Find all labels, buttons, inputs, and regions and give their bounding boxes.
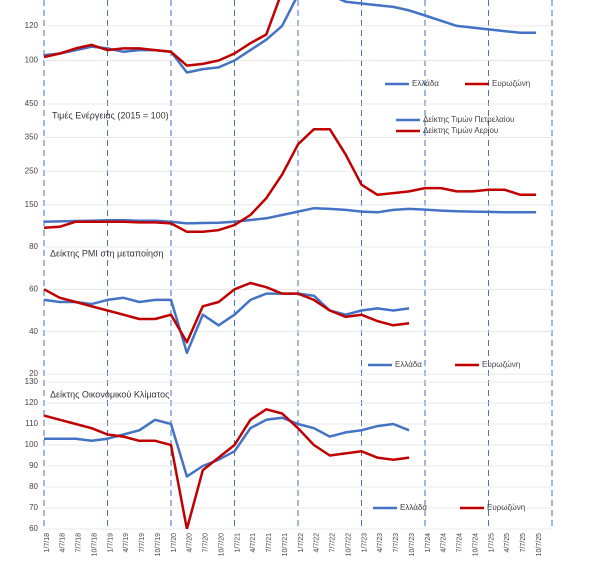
y-tick-label: 100 bbox=[25, 56, 39, 65]
x-tick-label: 1/7/24 bbox=[425, 533, 432, 553]
x-tick-label: 1/7/18 bbox=[44, 533, 51, 553]
x-tick-label: 4/7/24 bbox=[441, 533, 448, 553]
x-tick-label: 4/7/25 bbox=[504, 533, 511, 553]
x-tick-label: 1/7/22 bbox=[298, 533, 305, 553]
y-tick-label: 70 bbox=[29, 503, 38, 512]
x-tick-label: 7/7/21 bbox=[266, 533, 273, 553]
y-tick-label: 80 bbox=[29, 242, 38, 251]
x-tick-label: 10/7/21 bbox=[282, 533, 289, 556]
y-tick-label: 90 bbox=[29, 461, 38, 470]
series-line bbox=[43, 281, 410, 344]
series-line bbox=[43, 292, 410, 355]
panel-title: Δείκτης PMI στη μεταποίηση bbox=[50, 248, 164, 258]
x-tick-label: 4/7/23 bbox=[377, 533, 384, 553]
x-tick-label: 10/7/24 bbox=[472, 533, 479, 556]
legend-label: Ελλάδα bbox=[412, 79, 439, 88]
legend-label: Δείκτης Τιμών Πετρελαίου bbox=[423, 115, 514, 124]
y-tick-label: 80 bbox=[29, 482, 38, 491]
x-tick-label: 4/7/19 bbox=[123, 533, 130, 553]
y-tick-label: 60 bbox=[29, 284, 38, 293]
series-line bbox=[43, 0, 281, 67]
y-tick-label: 120 bbox=[25, 398, 39, 407]
y-tick-label: 60 bbox=[29, 524, 38, 533]
x-tick-label: 4/7/18 bbox=[60, 533, 67, 553]
series-line bbox=[43, 127, 537, 234]
panel-title: Τιμές Ενέργειας (2015 = 100) bbox=[52, 110, 169, 120]
y-tick-label: 110 bbox=[25, 419, 38, 428]
y-tick-label: 20 bbox=[29, 369, 38, 378]
x-tick-label: 7/7/20 bbox=[203, 533, 210, 553]
legend-label: Δείκτης Τιμών Αερίου bbox=[423, 126, 498, 135]
series-line bbox=[43, 206, 537, 225]
x-tick-label: 4/7/20 bbox=[187, 533, 194, 553]
x-tick-label: 7/7/24 bbox=[457, 533, 464, 553]
y-tick-label: 130 bbox=[25, 377, 39, 386]
x-tick-label: 1/7/19 bbox=[107, 533, 114, 553]
x-tick-label: 4/7/22 bbox=[314, 533, 321, 553]
y-tick-label: 150 bbox=[25, 200, 39, 209]
legend-label: Ευρωζώνη bbox=[487, 503, 525, 512]
legend-label: Ευρωζώνη bbox=[482, 360, 520, 369]
x-tick-label: 1/7/21 bbox=[234, 533, 241, 553]
y-tick-label: 100 bbox=[25, 440, 39, 449]
y-tick-label: 450 bbox=[25, 99, 39, 108]
x-tick-label: 10/7/20 bbox=[218, 533, 225, 556]
x-tick-label: 10/7/18 bbox=[91, 533, 98, 556]
x-tick-label: 7/7/25 bbox=[520, 533, 527, 553]
x-tick-label: 1/7/23 bbox=[361, 533, 368, 553]
series-line bbox=[43, 408, 410, 529]
x-tick-label: 10/7/19 bbox=[155, 533, 162, 556]
x-tick-label: 1/7/20 bbox=[171, 533, 178, 553]
legend-label: Ελλάδα bbox=[400, 503, 427, 512]
x-tick-label: 1/7/25 bbox=[488, 533, 495, 553]
x-tick-label: 4/7/21 bbox=[250, 533, 257, 553]
series-line bbox=[44, 416, 410, 478]
y-tick-label: 350 bbox=[25, 133, 39, 142]
x-tick-label: 7/7/19 bbox=[139, 533, 146, 553]
x-tick-label: 10/7/23 bbox=[409, 533, 416, 556]
y-tick-label: 250 bbox=[25, 166, 39, 175]
series-line bbox=[43, 0, 537, 74]
x-tick-label: 7/7/18 bbox=[76, 533, 83, 553]
x-tick-label: 10/7/25 bbox=[536, 533, 543, 556]
panel-title: Δείκτης Οικονομικού Κλίματος bbox=[50, 389, 170, 399]
legend-label: Ελλάδα bbox=[395, 360, 422, 369]
x-tick-label: 7/7/22 bbox=[330, 533, 337, 553]
legend-label: Ευρωζώνη bbox=[492, 79, 530, 88]
x-tick-label: 10/7/22 bbox=[345, 533, 352, 556]
y-tick-label: 40 bbox=[29, 327, 38, 336]
y-tick-label: 120 bbox=[25, 21, 39, 30]
x-tick-label: 7/7/23 bbox=[393, 533, 400, 553]
